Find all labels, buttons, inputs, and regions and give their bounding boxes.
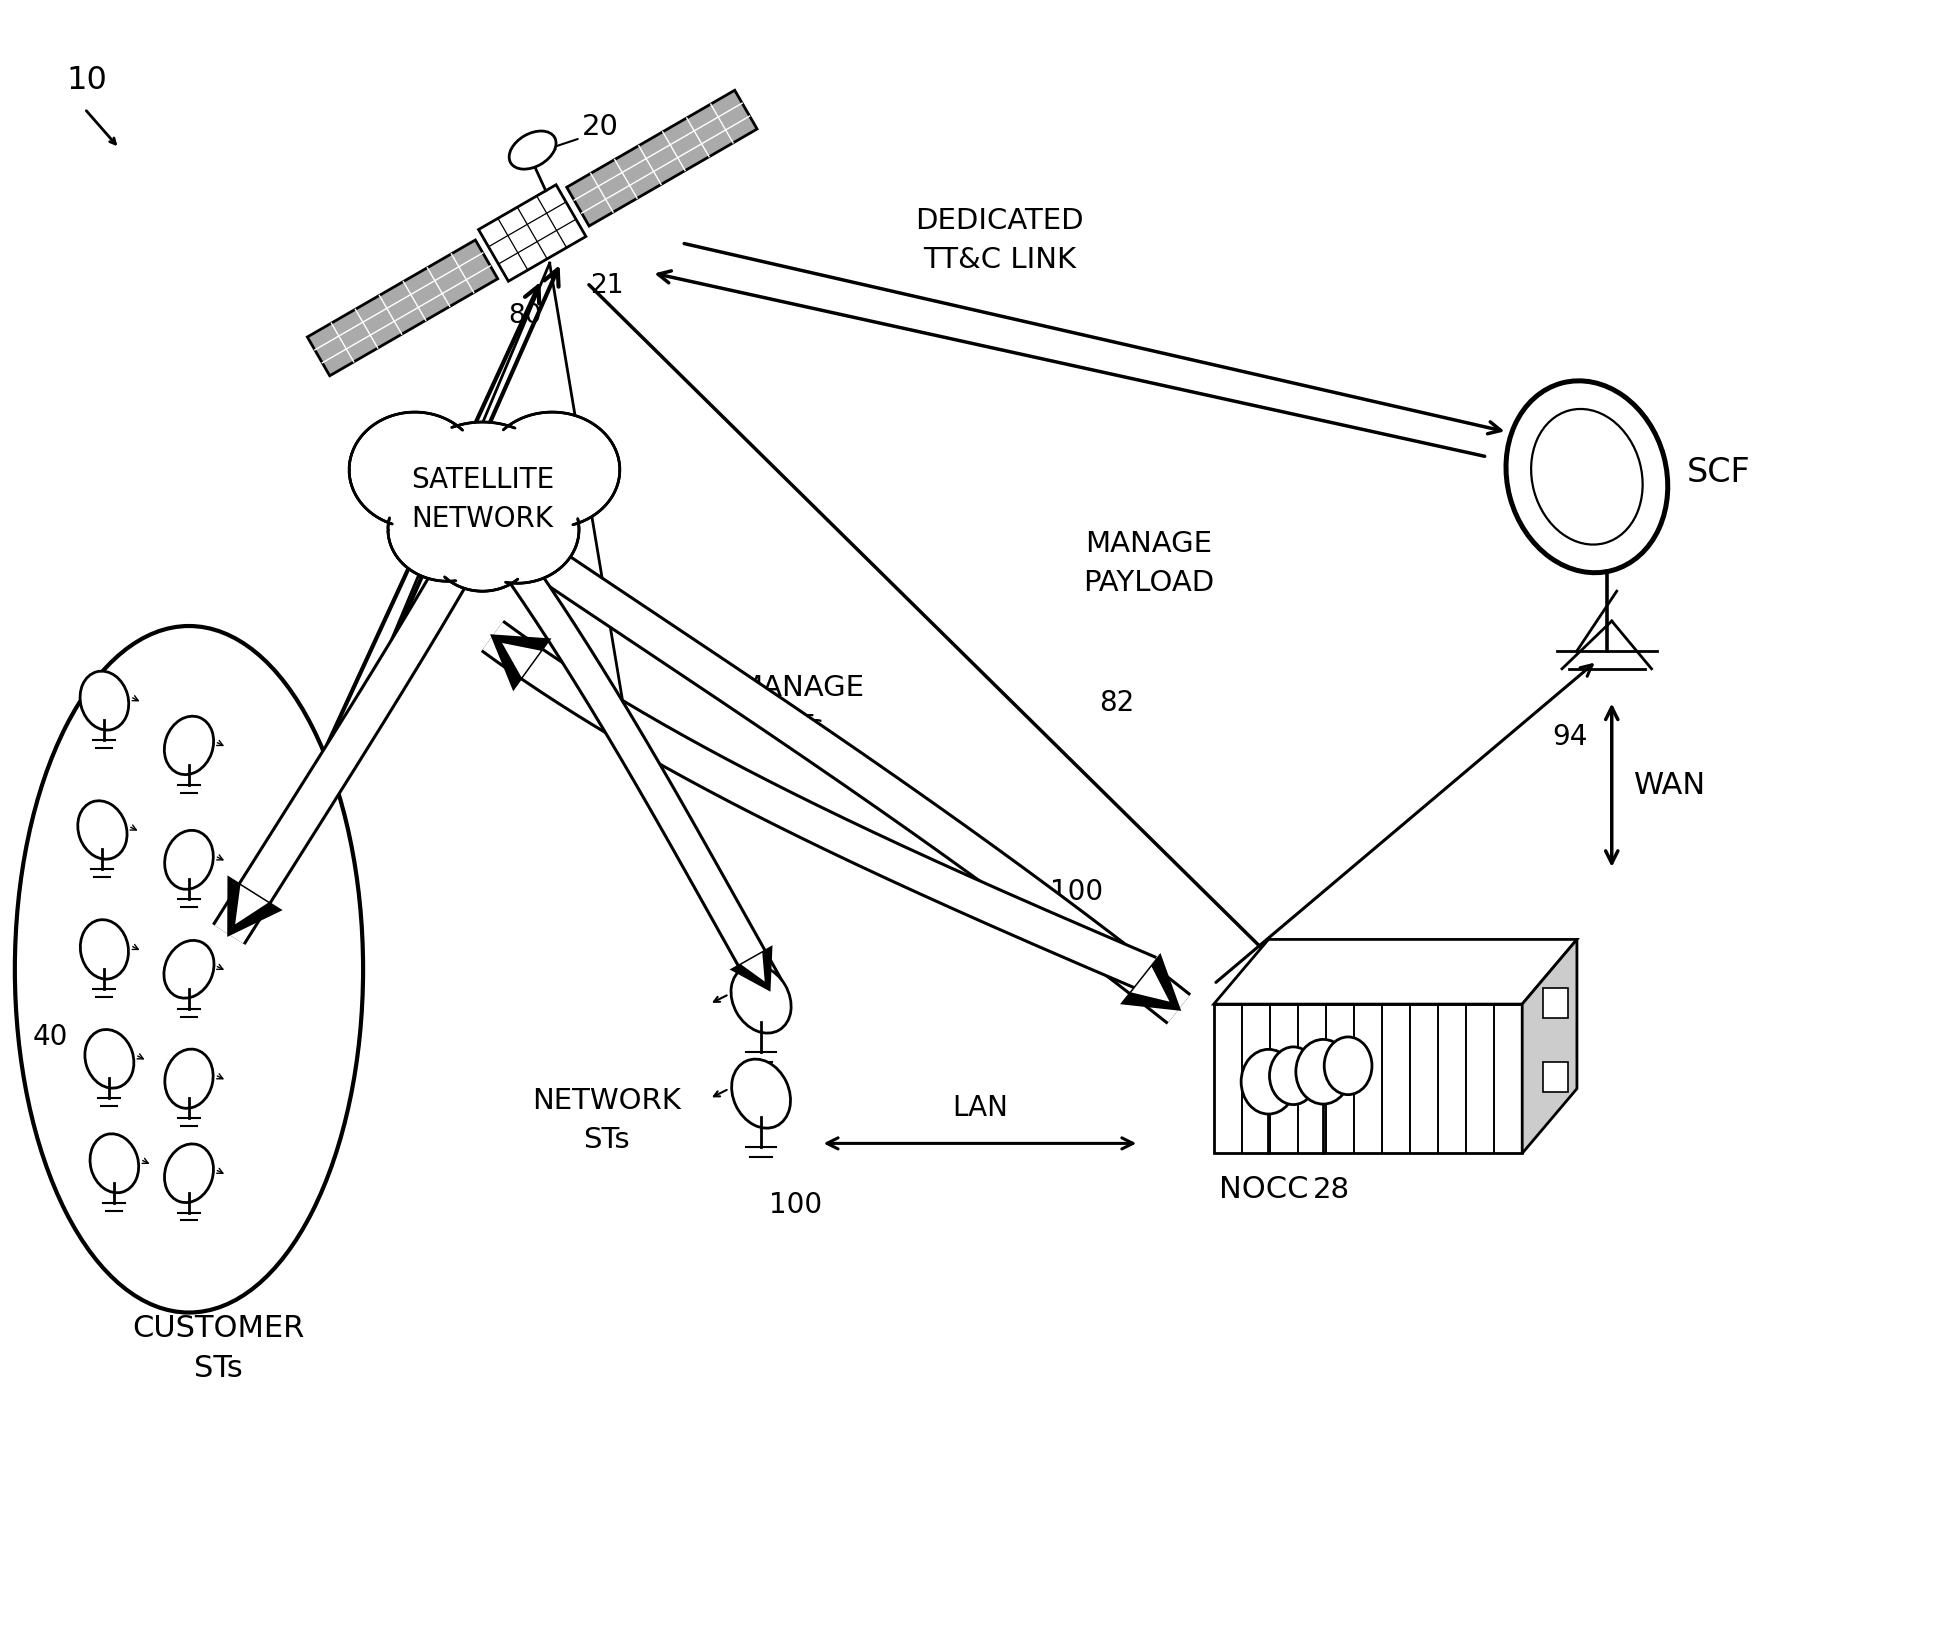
- Polygon shape: [229, 878, 280, 934]
- Polygon shape: [1213, 939, 1577, 1004]
- Polygon shape: [492, 636, 548, 688]
- Text: LAN: LAN: [953, 1093, 1007, 1121]
- Ellipse shape: [163, 941, 214, 999]
- Ellipse shape: [484, 413, 620, 528]
- Polygon shape: [307, 239, 498, 376]
- Ellipse shape: [86, 1030, 134, 1088]
- Ellipse shape: [509, 130, 556, 168]
- Text: 20: 20: [583, 114, 620, 140]
- Text: NETWORK
STs: NETWORK STs: [533, 1088, 680, 1154]
- Text: 80: 80: [509, 304, 542, 329]
- Polygon shape: [733, 948, 772, 989]
- Ellipse shape: [731, 966, 791, 1034]
- Ellipse shape: [80, 672, 128, 730]
- Polygon shape: [1522, 939, 1577, 1154]
- Ellipse shape: [16, 626, 364, 1313]
- Ellipse shape: [432, 502, 535, 591]
- Ellipse shape: [165, 717, 214, 774]
- Bar: [1544, 1062, 1569, 1093]
- Text: MANAGE
STs: MANAGE STs: [737, 675, 865, 741]
- Ellipse shape: [78, 801, 126, 859]
- Ellipse shape: [731, 1058, 791, 1128]
- Text: SCF: SCF: [1685, 456, 1750, 489]
- Text: NOCC: NOCC: [1219, 1176, 1308, 1204]
- Ellipse shape: [165, 1048, 214, 1108]
- Polygon shape: [502, 642, 540, 677]
- Ellipse shape: [80, 920, 128, 979]
- Ellipse shape: [1240, 1050, 1297, 1114]
- Ellipse shape: [165, 1144, 214, 1202]
- Ellipse shape: [389, 477, 507, 581]
- Text: 28: 28: [1314, 1176, 1351, 1204]
- Ellipse shape: [1507, 381, 1668, 573]
- Ellipse shape: [402, 423, 562, 561]
- Text: DEDICATED
TT&C LINK: DEDICATED TT&C LINK: [916, 206, 1085, 274]
- Polygon shape: [568, 91, 756, 226]
- Ellipse shape: [455, 475, 579, 583]
- Text: WAN: WAN: [1633, 771, 1705, 799]
- Polygon shape: [1124, 956, 1178, 1009]
- Polygon shape: [1131, 966, 1170, 1002]
- Text: CUSTOMER
STs: CUSTOMER STs: [132, 1314, 305, 1384]
- Polygon shape: [1213, 1004, 1522, 1154]
- Ellipse shape: [165, 830, 214, 890]
- Polygon shape: [235, 885, 268, 925]
- Polygon shape: [741, 953, 764, 982]
- Ellipse shape: [1324, 1037, 1372, 1095]
- Text: 10: 10: [66, 64, 107, 96]
- Ellipse shape: [350, 413, 480, 528]
- Bar: [1544, 987, 1569, 1017]
- Text: MANAGE
PAYLOAD: MANAGE PAYLOAD: [1083, 530, 1215, 598]
- Text: 40: 40: [33, 1022, 68, 1050]
- Text: 94: 94: [1551, 723, 1588, 751]
- Text: 21: 21: [589, 272, 624, 299]
- Text: 82: 82: [1100, 688, 1135, 717]
- Ellipse shape: [1297, 1040, 1351, 1105]
- Ellipse shape: [1269, 1047, 1318, 1105]
- Text: 100: 100: [770, 1190, 822, 1218]
- Text: 100: 100: [1050, 878, 1102, 906]
- Ellipse shape: [89, 1134, 138, 1192]
- Polygon shape: [478, 185, 585, 281]
- Text: SATELLITE
NETWORK: SATELLITE NETWORK: [410, 466, 554, 533]
